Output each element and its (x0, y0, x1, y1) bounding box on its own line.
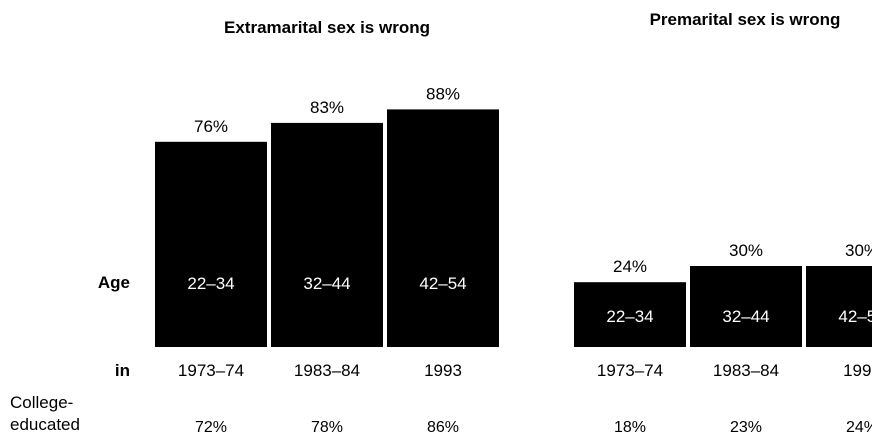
bar-age-range-label: 42–54 (419, 274, 466, 293)
college-educated-value: 23% (730, 419, 762, 436)
panel-title-premarital: Premarital sex is wrong (650, 10, 841, 29)
row-label-college-line2: educated (10, 415, 80, 434)
college-educated-value: 18% (614, 419, 646, 436)
bar-age-range-label: 42–54 (838, 307, 872, 326)
year-tick-label: 1983–84 (713, 361, 779, 380)
bar (387, 109, 499, 348)
bar (690, 266, 802, 347)
bar-value-label: 88% (426, 84, 460, 103)
year-tick-label: 1993 (424, 361, 462, 380)
year-tick-label: 1973–74 (178, 361, 244, 380)
bar (806, 266, 872, 347)
college-educated-value: 72% (195, 419, 227, 436)
panel-title-extramarital: Extramarital sex is wrong (224, 18, 430, 37)
bar-age-range-label: 22–34 (187, 274, 234, 293)
year-tick-label: 1973–74 (597, 361, 663, 380)
row-label-college-line1: College- (10, 393, 73, 412)
college-educated-value: 24% (846, 419, 872, 436)
row-label-in: in (115, 361, 130, 380)
bar (271, 122, 383, 348)
year-tick-label: 1983–84 (294, 361, 360, 380)
bar-value-label: 30% (845, 241, 872, 260)
bar-value-label: 76% (194, 117, 228, 136)
bar-age-range-label: 32–44 (303, 274, 350, 293)
bar-age-range-label: 22–34 (606, 307, 653, 326)
row-label-age: Age (98, 273, 130, 292)
college-educated-value: 78% (311, 419, 343, 436)
college-educated-value: 86% (427, 419, 459, 436)
year-tick-label: 1993 (843, 361, 872, 380)
bar-value-label: 24% (613, 257, 647, 276)
bar-age-range-label: 32–44 (722, 307, 769, 326)
bar-value-label: 30% (729, 241, 763, 260)
bar (574, 282, 686, 347)
bar-value-label: 83% (310, 98, 344, 117)
bar (155, 141, 267, 347)
